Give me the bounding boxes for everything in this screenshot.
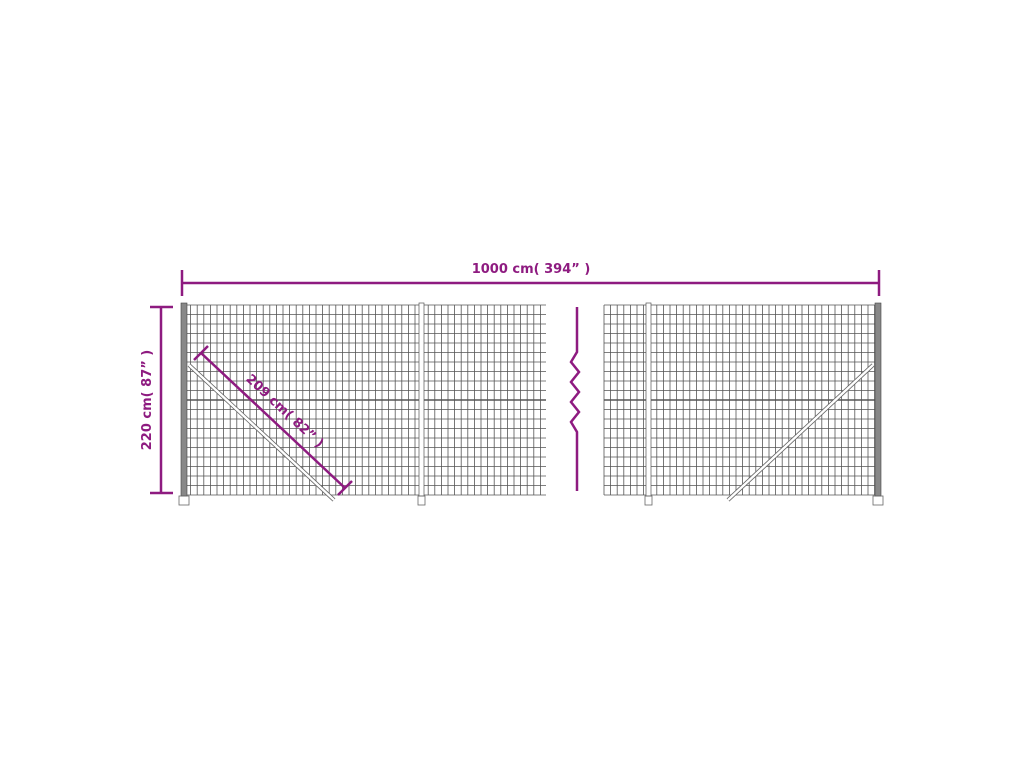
fence-post-right-middle <box>644 302 653 506</box>
fence-post-middle <box>417 302 426 506</box>
brace-label: 209 cm( 82” ) <box>243 372 327 452</box>
brace-strut-right <box>726 363 875 502</box>
width-dimension <box>180 270 881 296</box>
height-dimension <box>150 305 173 495</box>
fence-post-right-end <box>872 302 884 506</box>
brace-strut-left <box>187 363 336 502</box>
brace-dimension <box>193 345 353 496</box>
fence-post-left-end <box>178 302 190 506</box>
fence-panel-left <box>183 304 546 496</box>
break-symbol <box>569 307 581 491</box>
width-label: 1000 cm( 394” ) <box>472 262 591 277</box>
height-label: 220 cm( 87” ) <box>140 350 155 450</box>
